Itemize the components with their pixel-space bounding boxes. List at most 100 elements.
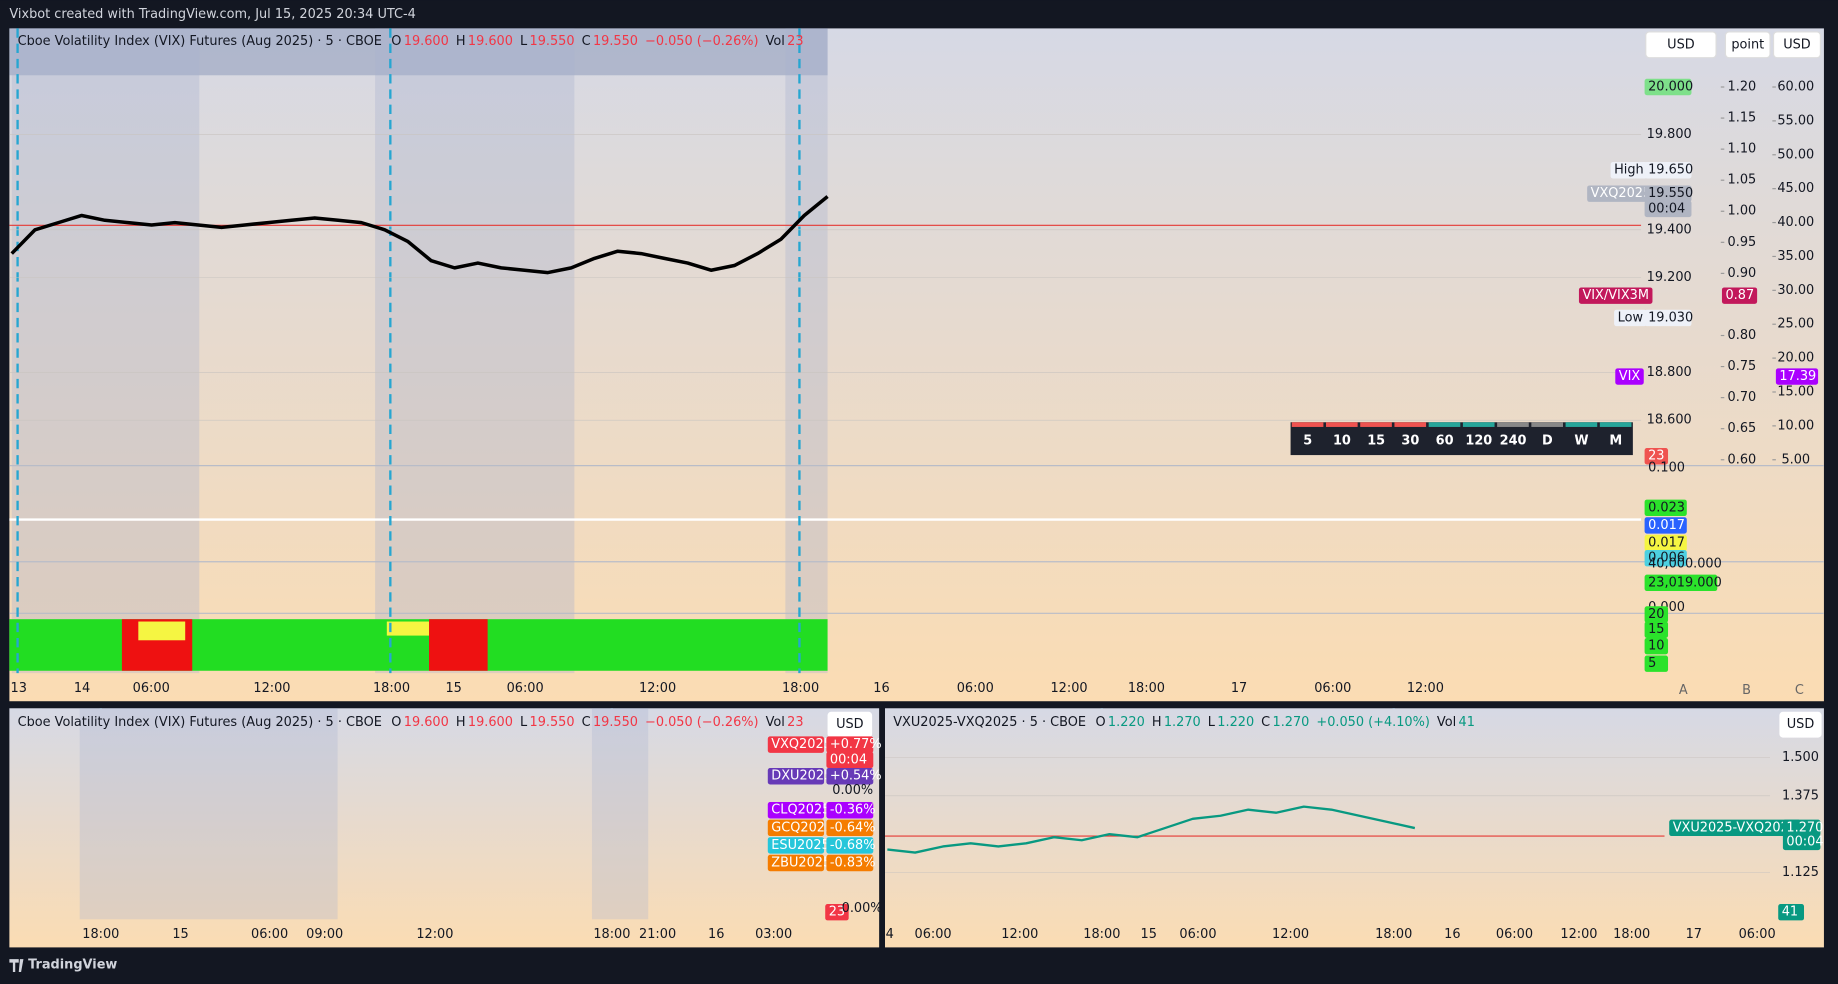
indicator-badge-bg (1644, 517, 1687, 534)
legend-text: O (391, 715, 401, 730)
timeframe-button[interactable]: D (1542, 434, 1553, 449)
price-tick-label: 18.600 (1647, 413, 1692, 428)
price-tick-label: 1.125 (1782, 865, 1819, 880)
brand: TradingView (28, 957, 117, 972)
compare-pane (9, 708, 880, 948)
legend-text: 1.270 (1273, 715, 1310, 730)
compare-symbol: ESU2025 (771, 838, 830, 853)
legend-text: Vol (766, 715, 785, 730)
vix-tick-label: 20.00 (1777, 351, 1814, 366)
scale-button[interactable]: B (1742, 683, 1751, 698)
ratio-tick-label: 0.70 (1728, 390, 1757, 405)
indicator-badge: 20 (1648, 607, 1664, 622)
volume-badge-bg (1778, 904, 1805, 921)
price-line (887, 805, 1416, 854)
ratio-tick-label: 1.00 (1728, 204, 1757, 219)
legend-text: H (1152, 715, 1162, 730)
low-badge: 19.030 (1648, 310, 1693, 325)
compare-change: +0.54% (830, 769, 882, 784)
timeframe-button[interactable]: M (1609, 434, 1622, 449)
last-badge: 19.550 (1648, 186, 1693, 201)
countdown-badge-bg (1782, 833, 1821, 851)
price-tick-label: 19.800 (1647, 127, 1692, 142)
volume-badge: 41 (1782, 905, 1798, 920)
legend-text: H (456, 34, 466, 49)
timeframe-button[interactable]: 10 (1333, 434, 1351, 449)
currency-button-bg[interactable] (1772, 31, 1822, 59)
vix-tick-label: 50.00 (1777, 147, 1814, 162)
legend-text: +0.050 (+4.10%) (1316, 715, 1429, 730)
timeframe-button[interactable]: W (1574, 434, 1588, 449)
time-label: 18:00 (782, 681, 819, 696)
symbol-badge-bg (1669, 819, 1801, 837)
ratio-tick-label: 0.95 (1728, 235, 1757, 250)
time-label: 21:00 (639, 927, 676, 942)
price-badge: 20.000 (1648, 80, 1693, 95)
currency-button-bg[interactable] (1645, 31, 1717, 59)
timeframe-button[interactable]: 5 (1303, 434, 1312, 449)
scale-button[interactable]: A (1679, 683, 1688, 698)
vix-tick-label: 45.00 (1777, 181, 1814, 196)
volume-badge-bg (1644, 448, 1669, 465)
vix-badge-bg (1775, 368, 1819, 385)
price-tick-label: 19.400 (1647, 222, 1692, 237)
legend-text: 19.550 (593, 715, 638, 730)
timeframe-button[interactable]: 15 (1367, 434, 1385, 449)
timeframe-strip (1599, 422, 1632, 427)
compare-symbol: VXQ2025 (771, 737, 832, 752)
time-label: 06:00 (957, 681, 994, 696)
compare-change-bg (826, 819, 874, 837)
symbol-badge: VXU2025-VXQ2025 (1673, 820, 1797, 835)
time-label: 06:00 (507, 681, 544, 696)
time-label: 15 (172, 927, 188, 942)
currency-button-bg[interactable] (827, 711, 873, 738)
time-label: 12:00 (253, 681, 290, 696)
time-label: 15 (1141, 927, 1157, 942)
ratio-tick-label: 1.20 (1728, 80, 1757, 95)
ratio-badge: 0.87 (1725, 288, 1754, 303)
timeframe-button[interactable]: 240 (1500, 434, 1527, 449)
legend-text: C (582, 715, 591, 730)
vix-tick-label: 15.00 (1777, 384, 1814, 399)
indicator-badge: 15 (1648, 622, 1664, 637)
scale-button[interactable]: C (1795, 683, 1804, 698)
ratio-tick-label: 1.15 (1728, 111, 1757, 126)
bottom-label: 0.00% (842, 901, 883, 916)
currency-button: USD (836, 717, 864, 732)
indicator-badge-bg (1644, 499, 1687, 517)
session (79, 708, 338, 920)
high-badge-bg (1644, 162, 1692, 179)
countdown-badge: 00:04 (1786, 834, 1823, 849)
ratio-tick-label: 0.80 (1728, 328, 1757, 343)
time-label: 03:00 (755, 927, 792, 942)
currency-button-bg[interactable] (1779, 711, 1822, 738)
indicator-badge-bg (1644, 574, 1718, 592)
timeframe-strip (1394, 422, 1427, 427)
timeframe-button[interactable]: 120 (1465, 434, 1492, 449)
symbol-badge: VXQ2025 (1591, 186, 1652, 201)
indicator-badge-bg (1644, 534, 1687, 552)
legend-text: L (520, 34, 528, 49)
compare-symbol-bg (767, 802, 825, 819)
compare-change: +0.77% (830, 737, 882, 752)
timeframe-button[interactable]: 60 (1436, 434, 1454, 449)
currency-button-bg[interactable] (1724, 31, 1771, 59)
timeframe-strip (1497, 422, 1529, 427)
compare-change-bg (826, 854, 874, 872)
indicator-badge: 0.006 (1648, 551, 1685, 566)
time-label: 12:00 (1050, 681, 1087, 696)
legend-text: 41 (1459, 715, 1475, 730)
legend-text: O (1095, 715, 1105, 730)
time-label: 06:00 (1314, 681, 1351, 696)
time-label: 16 (708, 927, 724, 942)
timeframe-strip (1565, 422, 1598, 427)
countdown-badge-bg (826, 751, 874, 769)
indicator-badge-bg (1644, 621, 1669, 638)
legend-text: 19.600 (404, 34, 449, 49)
price-tick-label: 1.375 (1782, 788, 1819, 803)
low-label: Low (1618, 310, 1643, 325)
timeframe-button[interactable]: 30 (1401, 434, 1419, 449)
compare-change-bg (826, 802, 874, 819)
legend-text: 19.600 (468, 34, 513, 49)
